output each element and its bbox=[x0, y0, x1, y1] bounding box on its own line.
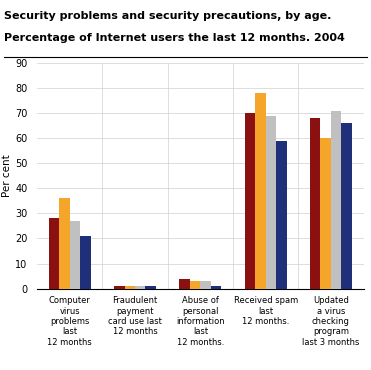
Bar bbox=[331, 111, 341, 289]
Bar bbox=[321, 138, 331, 289]
Bar bbox=[245, 113, 255, 289]
Bar bbox=[310, 118, 321, 289]
Bar bbox=[125, 286, 135, 289]
Bar bbox=[211, 286, 221, 289]
Bar bbox=[135, 286, 145, 289]
Text: Security problems and security precautions, by age.: Security problems and security precautio… bbox=[4, 11, 331, 21]
Bar bbox=[49, 218, 59, 289]
Bar bbox=[276, 141, 286, 289]
Bar bbox=[266, 115, 276, 289]
Bar bbox=[255, 93, 266, 289]
Bar bbox=[341, 123, 352, 289]
Bar bbox=[200, 281, 211, 289]
Bar bbox=[59, 198, 70, 289]
Bar bbox=[80, 236, 91, 289]
Bar bbox=[70, 221, 80, 289]
Bar bbox=[190, 281, 200, 289]
Text: Percentage of Internet users the last 12 months. 2004: Percentage of Internet users the last 12… bbox=[4, 33, 345, 43]
Bar bbox=[180, 279, 190, 289]
Bar bbox=[114, 286, 125, 289]
Y-axis label: Per cent: Per cent bbox=[2, 154, 12, 197]
Bar bbox=[145, 286, 156, 289]
